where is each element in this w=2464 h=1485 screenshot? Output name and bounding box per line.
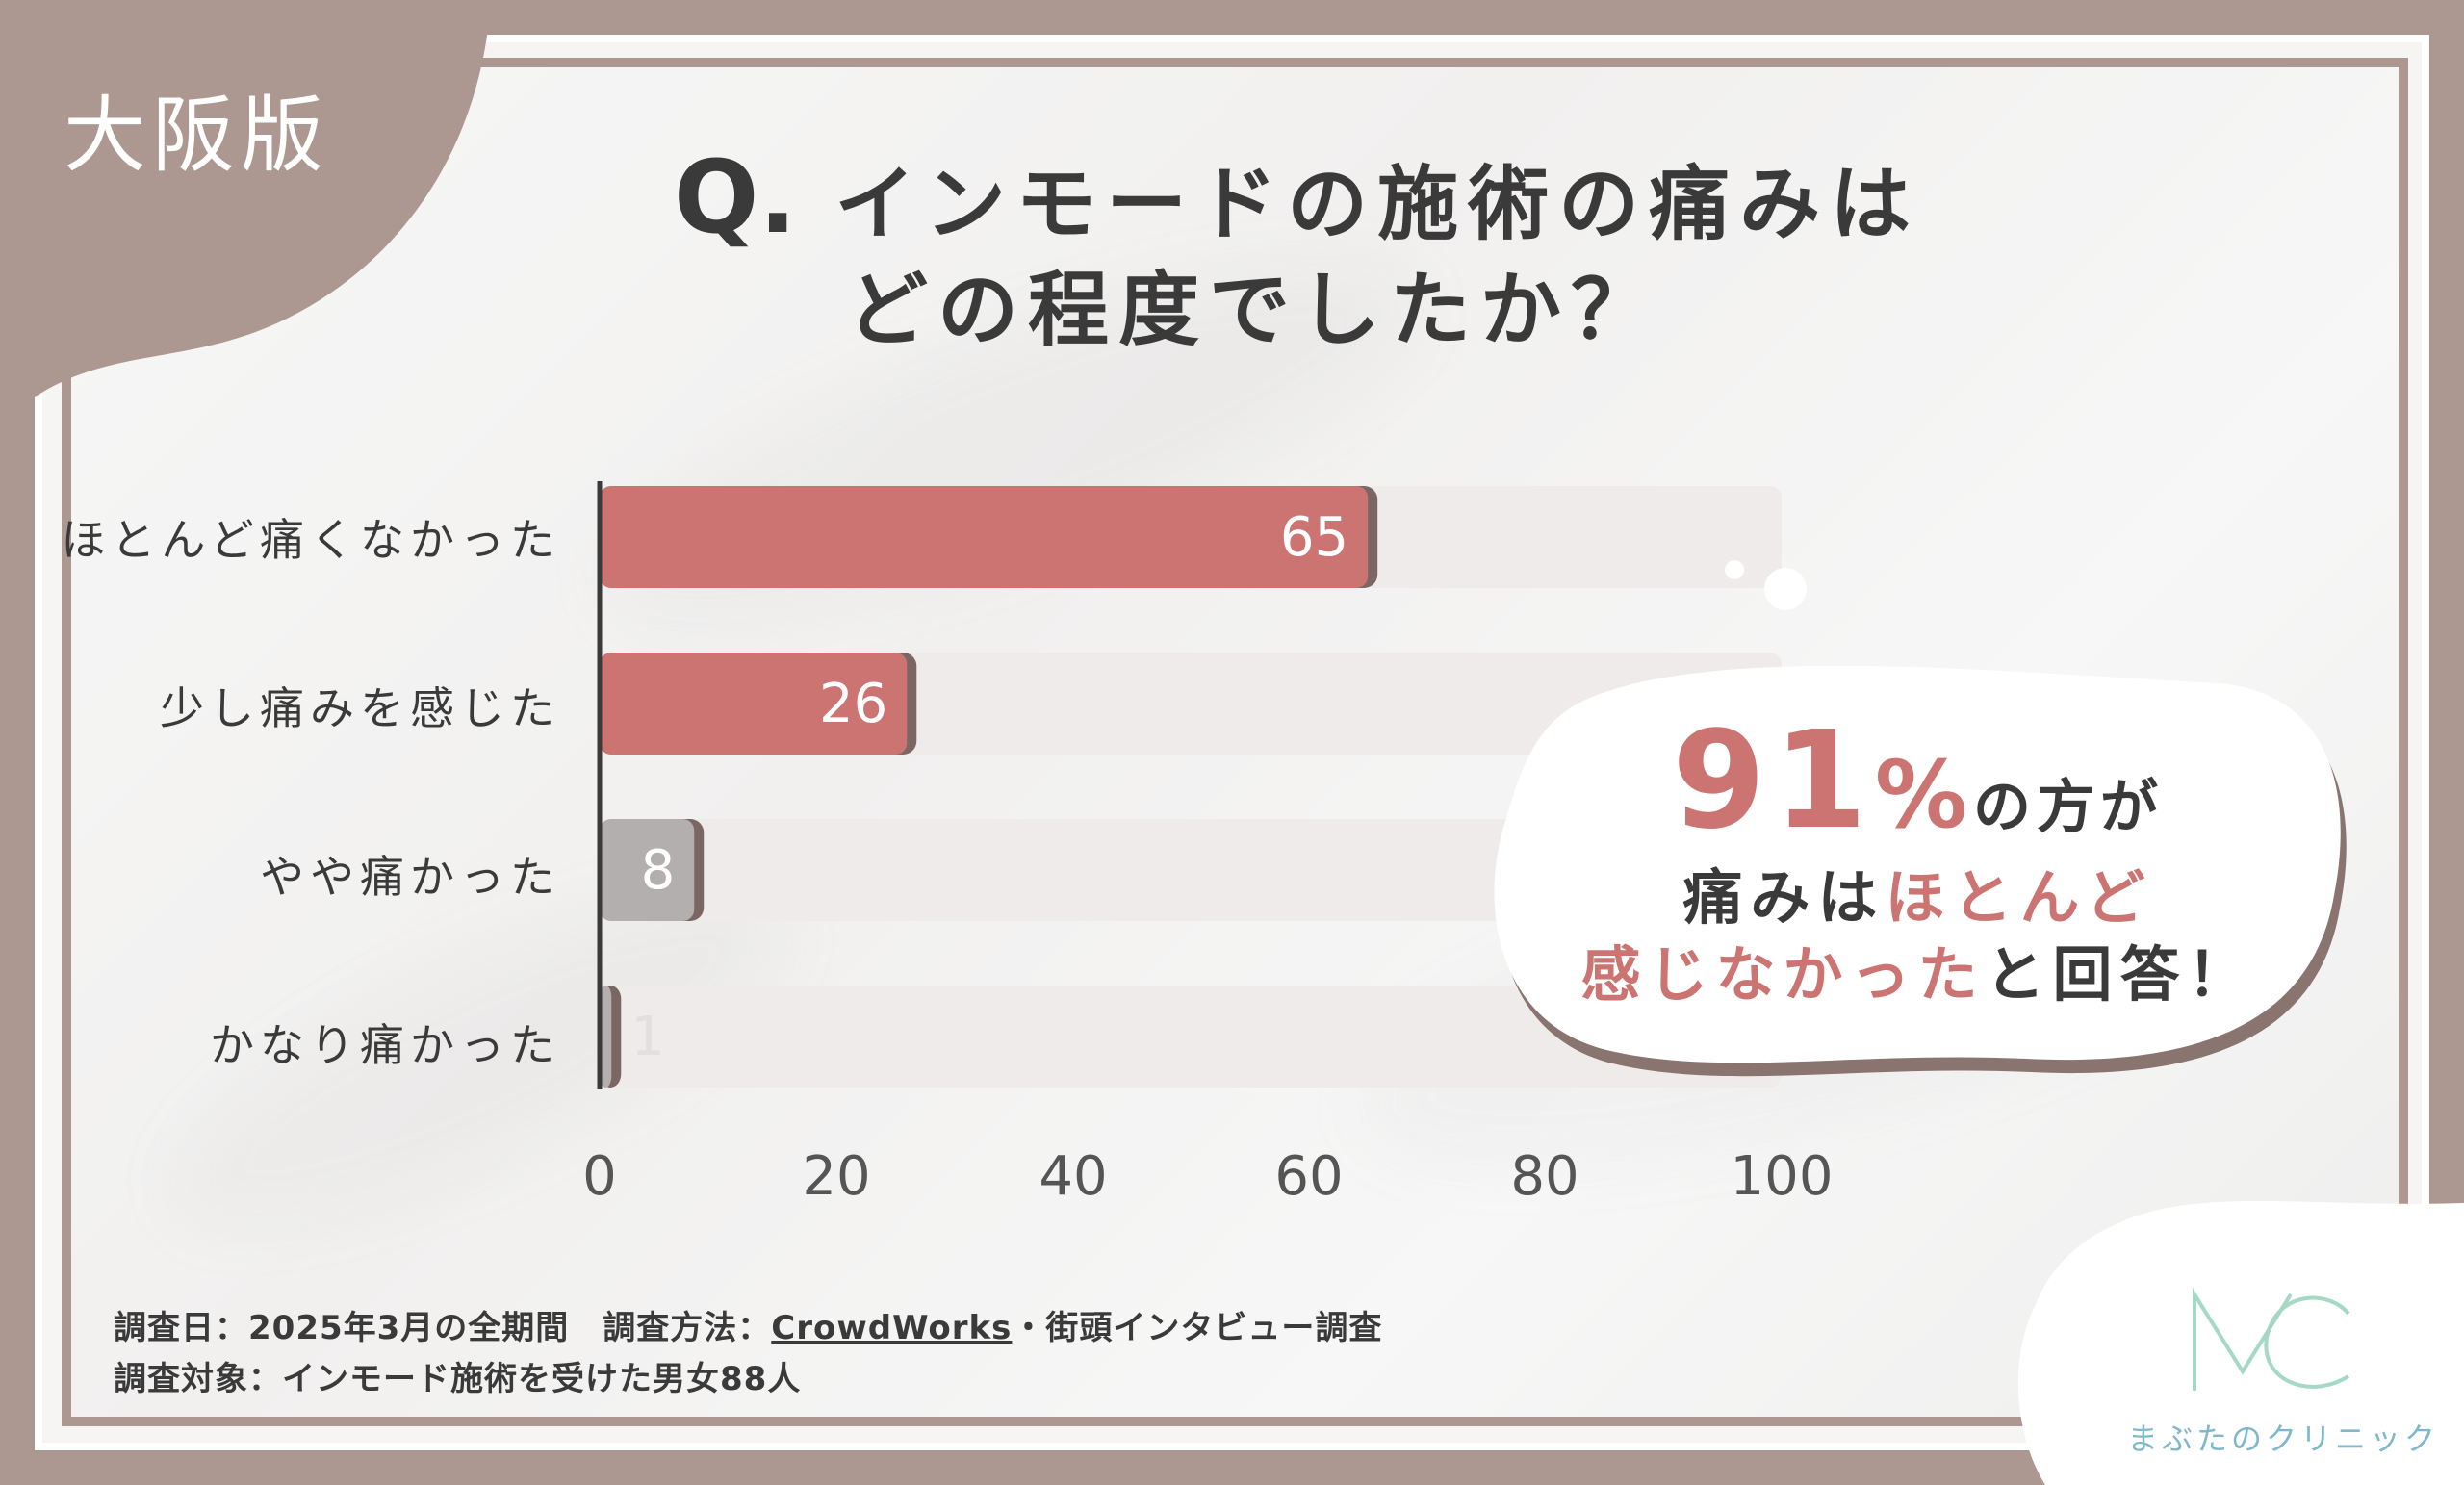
survey-method: ・街頭インタビュー調査 — [1012, 1309, 1383, 1347]
title-line1: インモードの施術の痛みは — [834, 157, 1921, 251]
x-tick-label: 0 — [582, 1145, 617, 1208]
bar — [600, 819, 695, 921]
title-q: Q. — [674, 139, 797, 256]
chart-title: Q. インモードの施術の痛みは どの程度でしたか？ — [674, 144, 1920, 363]
title-line2: どの程度でしたか？ — [847, 263, 1662, 357]
category-label: 少し痛みを感じた — [160, 682, 560, 734]
mc-logo-icon — [2193, 1288, 2350, 1391]
x-tick-label: 20 — [802, 1145, 871, 1208]
callout-percent-sign: % — [1874, 741, 1973, 849]
bar — [600, 653, 908, 755]
category-label: やや痛かった — [260, 851, 560, 903]
category-label: ほとんど痛くなかった — [61, 514, 560, 566]
callout-text: 91%の方が 痛みはほとんど 感じなかったと回答！ — [1487, 703, 2348, 1013]
data-label: 65 — [1280, 506, 1348, 569]
callout-line2-a: 痛みは — [1682, 862, 1886, 933]
region-badge: 大阪版 — [64, 88, 329, 184]
x-tick-label: 100 — [1730, 1145, 1834, 1208]
corner-tab-shape — [0, 0, 491, 414]
bar — [600, 486, 1369, 588]
bar — [600, 986, 612, 1088]
survey-date: 調査日：2025年3月の全期間 調査方法： — [114, 1309, 772, 1347]
category-label: かなり痛かった — [210, 1019, 560, 1071]
callout-line3-b: と回答！ — [1985, 939, 2255, 1010]
callout-line1: の方が — [1973, 774, 2164, 841]
data-label: 1 — [630, 1006, 665, 1068]
bar-track — [600, 986, 1782, 1088]
callout-percent: 91 — [1671, 703, 1875, 859]
bubble-dot — [1725, 560, 1744, 579]
logo-background — [2017, 1201, 2464, 1485]
x-tick-label: 40 — [1039, 1145, 1108, 1208]
callout-bubble — [1494, 665, 2347, 1077]
x-tick-label: 60 — [1274, 1145, 1344, 1208]
callout-line2-b: ほとんど — [1885, 862, 2153, 933]
bubble-dot — [1764, 568, 1807, 610]
survey-target: 調査対象：インモード施術を受けた男女88人 — [114, 1360, 802, 1398]
bar-track — [600, 819, 1782, 921]
survey-date-method: 調査日：2025年3月の全期間 調査方法：CrowdWorks・街頭インタビュー… — [114, 1301, 1382, 1348]
callout-line3-a: 感じなかった — [1580, 939, 1986, 1010]
data-label: 8 — [641, 839, 676, 902]
data-label: 26 — [819, 673, 887, 735]
x-tick-label: 80 — [1510, 1145, 1579, 1208]
crowdworks-link[interactable]: CrowdWorks — [771, 1309, 1013, 1347]
clinic-name: まぶたのクリニック — [2127, 1421, 2440, 1457]
